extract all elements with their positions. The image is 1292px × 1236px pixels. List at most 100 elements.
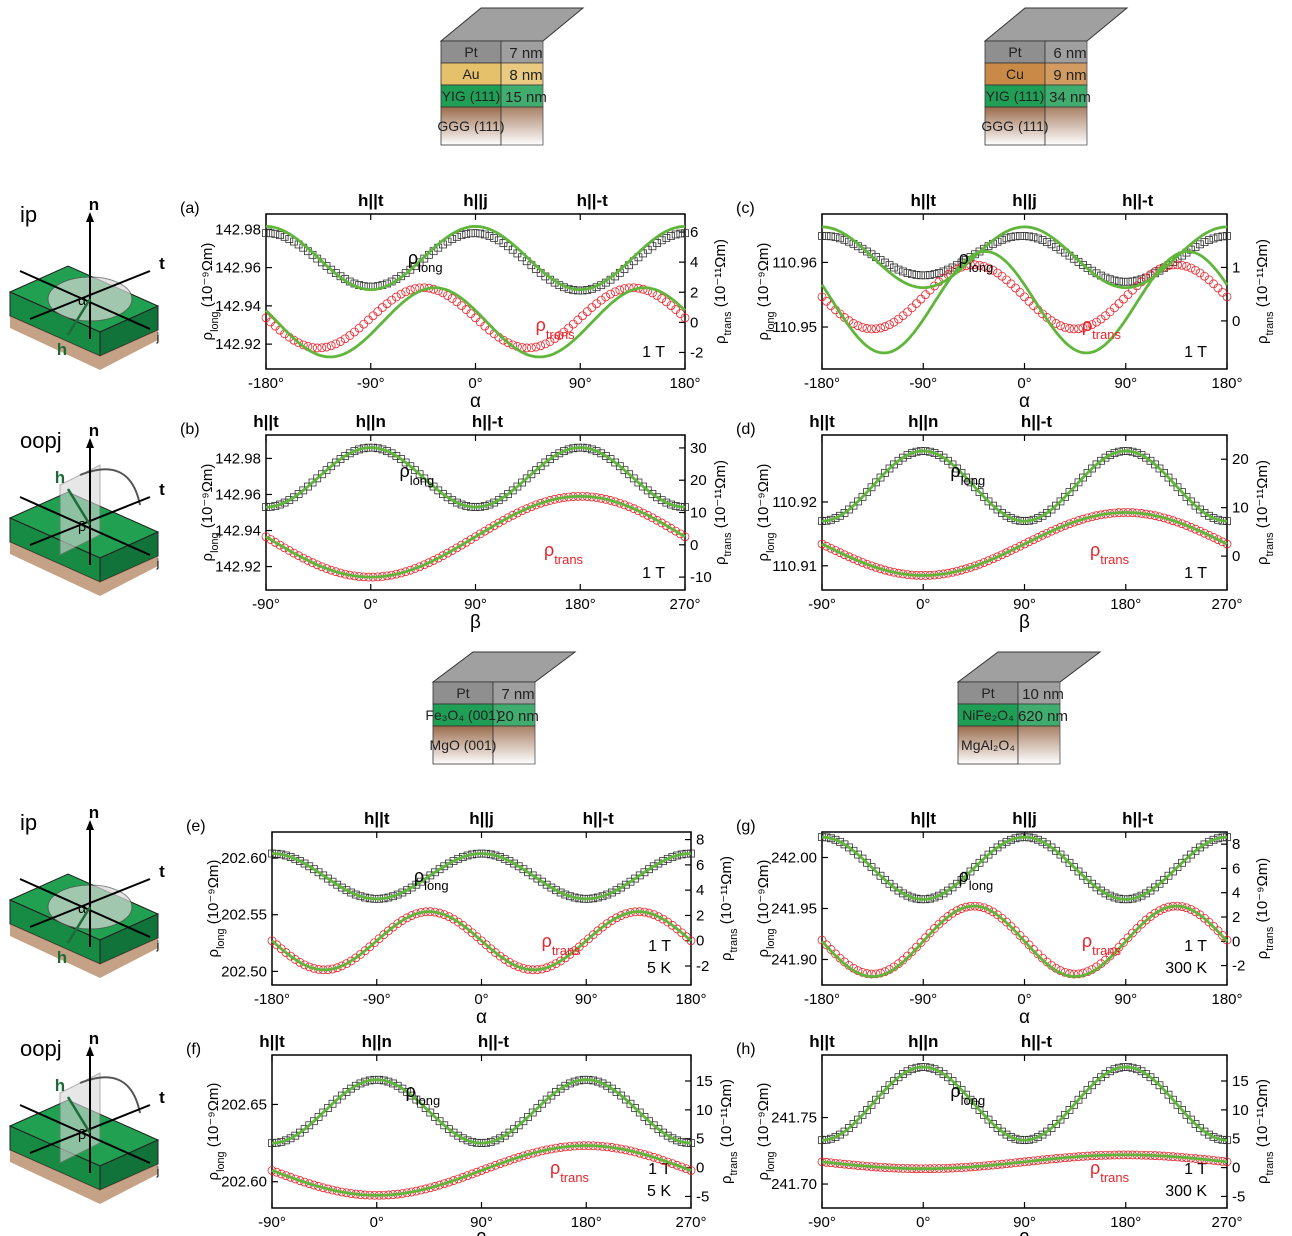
rho-trans-point <box>401 287 411 297</box>
panel-1: -180° -90° 0° 90° 180° α 142.92 142.94 142.96 142… <box>180 191 734 412</box>
field-note: 1 T <box>648 1161 671 1178</box>
rho-trans-point <box>461 537 471 547</box>
t-axis <box>29 1104 151 1154</box>
rho-long-point <box>631 1104 640 1112</box>
rho-trans-point <box>495 951 505 961</box>
rho-trans-point <box>871 324 881 334</box>
n-arrowhead <box>86 212 94 222</box>
rho-trans-point <box>1213 535 1223 545</box>
rho-trans-point <box>300 960 309 970</box>
rho-long-point <box>663 1131 672 1140</box>
x-tick-label: 0° <box>364 596 378 613</box>
y-right-tick-label: 5 <box>1232 1131 1240 1148</box>
rho-trans-point <box>601 292 611 302</box>
rho-long-point <box>962 1090 970 1099</box>
rho-long-point <box>926 271 934 279</box>
rho-long-point <box>1137 451 1146 459</box>
rho-long-point <box>1205 236 1213 244</box>
rho-trans-point <box>1146 912 1155 921</box>
rho-long-point <box>431 1113 439 1121</box>
rho-trans-point <box>1110 947 1119 957</box>
rho-trans-point <box>675 309 685 319</box>
j-vector-label: j <box>156 1164 160 1178</box>
rho-trans-point <box>849 554 858 564</box>
rho-trans-point <box>638 508 648 518</box>
rho-long-point <box>296 857 304 865</box>
rho-trans-point <box>578 311 587 321</box>
rho-long-point <box>662 233 671 242</box>
rho-long-point <box>1155 1081 1164 1090</box>
rho-long-point <box>1043 238 1051 246</box>
x-axis-label: β <box>476 1230 487 1236</box>
panel-label: (h) <box>736 1041 756 1058</box>
x-tick-label: -90° <box>258 1214 286 1231</box>
rho-trans-point <box>397 916 407 925</box>
rho-trans-point <box>517 506 527 516</box>
y-left-axis-label: ρlong (10⁻⁹Ωm) <box>755 243 777 341</box>
rho-long-point <box>262 229 270 238</box>
rho-long-point <box>1133 276 1141 285</box>
rho-long-point <box>1187 497 1195 506</box>
rho-long-point <box>1065 488 1074 497</box>
rho-trans-point <box>582 307 592 316</box>
rho-long-point <box>840 840 849 849</box>
rho-long-point <box>519 1117 528 1126</box>
rho-trans-point <box>1006 921 1016 931</box>
rho-trans-point <box>1060 322 1070 332</box>
rho-trans-point <box>342 959 351 969</box>
rho-long-point <box>417 1099 425 1108</box>
rho-long-point <box>858 244 867 253</box>
rho-trans-point <box>270 537 280 547</box>
rho-long-fit <box>821 449 1228 523</box>
y-left-axis-label: ρlong (10⁻⁹Ωm) <box>755 1083 777 1181</box>
rho-trans-point <box>466 535 476 544</box>
x-tick-label: 0° <box>468 375 482 392</box>
y-right-tick-label: 10 <box>690 505 707 522</box>
rho-trans-point <box>916 938 926 947</box>
rho-trans-point <box>312 343 322 353</box>
rho-long-label: ρlong <box>950 1081 985 1108</box>
rho-long-point <box>1061 492 1069 501</box>
rho-long-point <box>948 460 957 469</box>
rho-trans-point <box>1186 905 1196 914</box>
rho-trans-point <box>1150 908 1160 918</box>
rho-trans-point <box>1011 283 1020 293</box>
rho-long-label: ρlong <box>408 248 443 275</box>
y-right-tick-label: 1 <box>1232 259 1240 276</box>
x-tick-label: 90° <box>1114 375 1137 392</box>
rho-long-point <box>1083 1085 1092 1094</box>
layer-material: Pt <box>464 44 477 60</box>
y-left-axis-label: ρlong (10⁻⁹Ωm) <box>199 243 221 341</box>
y-right-tick-label: 2 <box>690 284 698 301</box>
rho-long-point <box>653 493 661 502</box>
rho-long-point <box>313 474 322 483</box>
rho-long-point <box>1191 1120 1200 1128</box>
rho-long-point <box>286 1134 295 1143</box>
y-right-tick-label: 0 <box>1232 548 1240 565</box>
layer-thickness: 7 nm <box>501 686 534 703</box>
rho-trans-label: ρtrans <box>542 931 582 958</box>
rho-long-point <box>836 837 844 846</box>
rho-trans-point <box>817 539 827 549</box>
rho-long-point <box>266 229 275 238</box>
rho-trans-point <box>592 299 601 309</box>
x-tick-label: 90° <box>464 596 487 613</box>
rho-trans-point <box>671 526 681 536</box>
rho-trans-point <box>993 552 1002 562</box>
rho-long-point <box>917 271 925 280</box>
layer-front <box>440 106 502 146</box>
rho-long-point <box>1164 871 1173 880</box>
rho-long-point <box>1182 1110 1191 1119</box>
panel-label: (a) <box>180 200 200 217</box>
rho-trans-point <box>610 287 620 297</box>
x-axis-label: β <box>470 612 481 633</box>
rho-long-point <box>528 1108 537 1117</box>
rho-trans-point <box>1092 317 1101 327</box>
rho-long-point <box>421 1104 430 1112</box>
rho-long-point <box>1178 1106 1186 1114</box>
layer-side <box>1044 106 1088 146</box>
rho-long-point <box>657 496 666 505</box>
rho-long-point <box>449 857 458 865</box>
y-right-axis-label: ρtrans (10⁻¹¹Ωm) <box>1254 239 1276 344</box>
rho-long-point <box>858 854 867 863</box>
